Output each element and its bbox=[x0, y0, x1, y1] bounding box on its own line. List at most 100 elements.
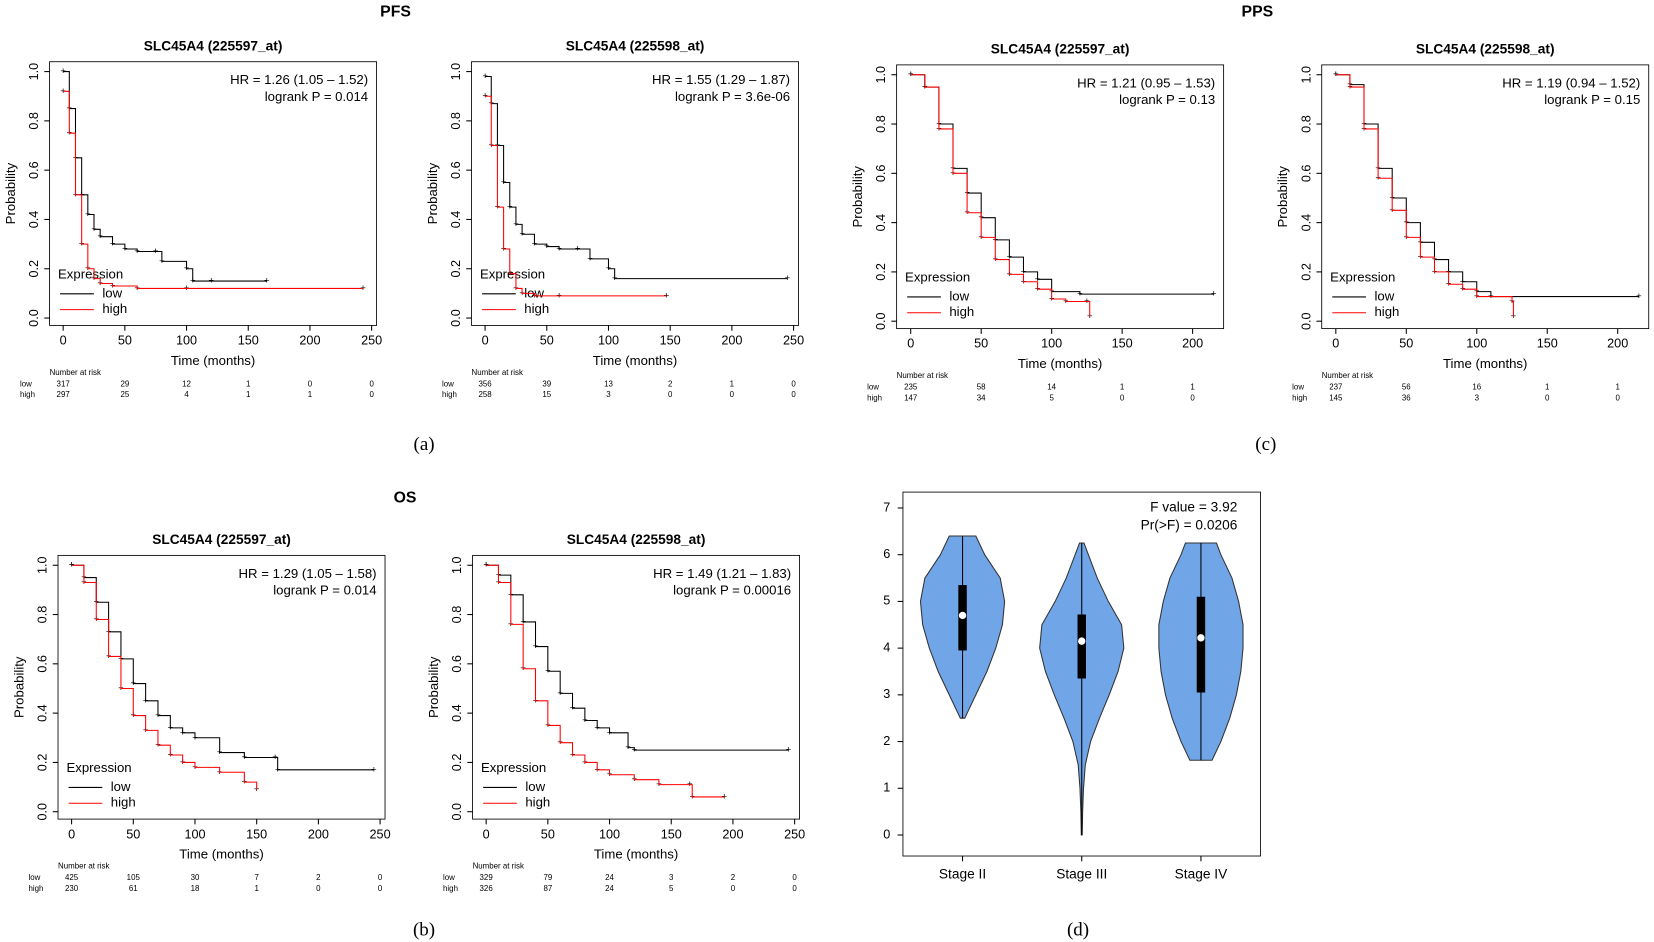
y-tick-label: 0.6 bbox=[36, 655, 50, 673]
plot-frame bbox=[49, 61, 378, 326]
risk-count: 1 bbox=[730, 380, 735, 389]
risk-count: 0 bbox=[316, 884, 321, 893]
risk-count: 235 bbox=[904, 383, 918, 392]
hr-annotation: HR = 1.49 (1.21 – 1.83) bbox=[653, 566, 791, 581]
survival-curve bbox=[910, 74, 1214, 295]
y-tick-label: 1.0 bbox=[36, 556, 50, 574]
y-tick-label: 0.0 bbox=[27, 309, 41, 327]
x-axis-label: Time (months) bbox=[593, 353, 677, 368]
risk-count: 0 bbox=[1120, 393, 1125, 402]
risk-count: 230 bbox=[65, 884, 79, 893]
risk-count: 0 bbox=[792, 884, 797, 893]
stat-annotation: F value = 3.92 bbox=[1150, 500, 1237, 515]
y-tick-label: 1.0 bbox=[27, 63, 41, 81]
y-tick-label: 0.2 bbox=[27, 260, 41, 278]
legend-label: low bbox=[524, 285, 544, 300]
risk-count: 4 bbox=[184, 390, 189, 399]
x-tick-label: 50 bbox=[541, 827, 555, 841]
survival-curve bbox=[1335, 74, 1639, 298]
y-tick-label: 0.6 bbox=[449, 161, 463, 179]
median-dot bbox=[1197, 634, 1205, 642]
y-tick-label: 4 bbox=[883, 640, 890, 654]
risk-row-label: low bbox=[28, 873, 40, 882]
x-tick-label: 50 bbox=[126, 827, 140, 841]
risk-row-label: high bbox=[28, 884, 43, 893]
survival-curve bbox=[63, 90, 364, 289]
logrank-annotation: logrank P = 0.014 bbox=[273, 583, 376, 598]
y-tick-label: 0.8 bbox=[874, 115, 888, 133]
risk-count: 0 bbox=[791, 390, 796, 399]
x-tick-label: 250 bbox=[784, 827, 805, 841]
risk-row-label: low bbox=[443, 873, 455, 882]
risk-count: 1 bbox=[1120, 383, 1125, 392]
x-tick-label: 100 bbox=[598, 334, 619, 348]
legend-label: high bbox=[1374, 304, 1399, 319]
y-tick-label: 0.4 bbox=[449, 211, 463, 229]
risk-count: 24 bbox=[605, 884, 614, 893]
legend-title: Expression bbox=[481, 760, 546, 775]
x-tick-label: 200 bbox=[308, 827, 329, 841]
x-tick-label: 0 bbox=[68, 827, 75, 841]
logrank-annotation: logrank P = 0.15 bbox=[1544, 92, 1640, 107]
risk-count: 2 bbox=[316, 873, 320, 882]
x-axis-label: Time (months) bbox=[171, 353, 255, 368]
x-tick-label: 0 bbox=[60, 334, 67, 348]
y-tick-label: 1.0 bbox=[874, 66, 888, 84]
iqr-box bbox=[1196, 596, 1206, 693]
y-axis-label: Probability bbox=[12, 656, 27, 718]
y-tick-label: 0.4 bbox=[27, 211, 41, 229]
y-tick-label: 0.8 bbox=[449, 112, 463, 130]
risk-count: 5 bbox=[669, 884, 674, 893]
risk-count: 36 bbox=[1402, 393, 1411, 402]
y-axis-label: Probability bbox=[425, 162, 440, 224]
risk-count: 2 bbox=[668, 380, 672, 389]
plot-frame bbox=[472, 554, 800, 820]
risk-count: 56 bbox=[1402, 383, 1411, 392]
x-tick-label: 50 bbox=[118, 334, 132, 348]
x-tick-label: Stage III bbox=[1056, 867, 1107, 882]
risk-count: 0 bbox=[378, 884, 383, 893]
y-tick-label: 2 bbox=[883, 734, 890, 748]
risk-title: Number at risk bbox=[50, 368, 101, 377]
y-tick-label: 0.2 bbox=[1299, 263, 1313, 281]
censor-mark: + bbox=[722, 791, 728, 802]
y-tick-label: 0.2 bbox=[450, 754, 464, 772]
section-title: PPS bbox=[1242, 3, 1274, 20]
censor-mark: + bbox=[664, 290, 670, 301]
x-tick-label: 100 bbox=[176, 334, 197, 348]
chart-title: SLC45A4 (225597_at) bbox=[152, 532, 291, 547]
y-tick-label: 6 bbox=[883, 547, 890, 561]
x-axis-label: Time (months) bbox=[1443, 356, 1527, 371]
y-tick-label: 0.6 bbox=[450, 655, 464, 673]
x-tick-label: 150 bbox=[238, 334, 259, 348]
survival-curve bbox=[71, 564, 374, 771]
censor-mark: + bbox=[264, 276, 270, 287]
risk-count: 0 bbox=[1190, 393, 1195, 402]
risk-count: 2 bbox=[731, 873, 735, 882]
risk-title: Number at risk bbox=[58, 862, 109, 871]
y-tick-label: 0.8 bbox=[27, 112, 41, 130]
x-tick-label: 150 bbox=[661, 827, 682, 841]
chart-title: SLC45A4 (225598_at) bbox=[567, 532, 706, 547]
y-tick-label: 1.0 bbox=[450, 556, 464, 574]
logrank-annotation: logrank P = 3.6e-06 bbox=[675, 89, 790, 104]
hr-annotation: HR = 1.29 (1.05 – 1.58) bbox=[239, 566, 377, 581]
logrank-annotation: logrank P = 0.014 bbox=[265, 89, 368, 104]
x-tick-label: 150 bbox=[1537, 337, 1558, 351]
censor-mark: + bbox=[1211, 289, 1217, 300]
y-tick-label: 0.4 bbox=[874, 214, 888, 232]
x-tick-label: 200 bbox=[1607, 337, 1628, 351]
risk-title: Number at risk bbox=[897, 371, 948, 380]
censor-mark: + bbox=[1636, 291, 1642, 302]
censor-mark: + bbox=[360, 283, 366, 294]
risk-count: 0 bbox=[308, 380, 313, 389]
y-tick-label: 0.0 bbox=[874, 312, 888, 330]
chart-title: SLC45A4 (225597_at) bbox=[991, 42, 1130, 57]
legend-label: high bbox=[102, 301, 127, 316]
section-title: OS bbox=[394, 490, 417, 507]
risk-count: 16 bbox=[1472, 383, 1481, 392]
plot-frame bbox=[471, 61, 799, 326]
x-axis-label: Time (months) bbox=[1018, 356, 1102, 371]
x-tick-label: 0 bbox=[483, 827, 490, 841]
